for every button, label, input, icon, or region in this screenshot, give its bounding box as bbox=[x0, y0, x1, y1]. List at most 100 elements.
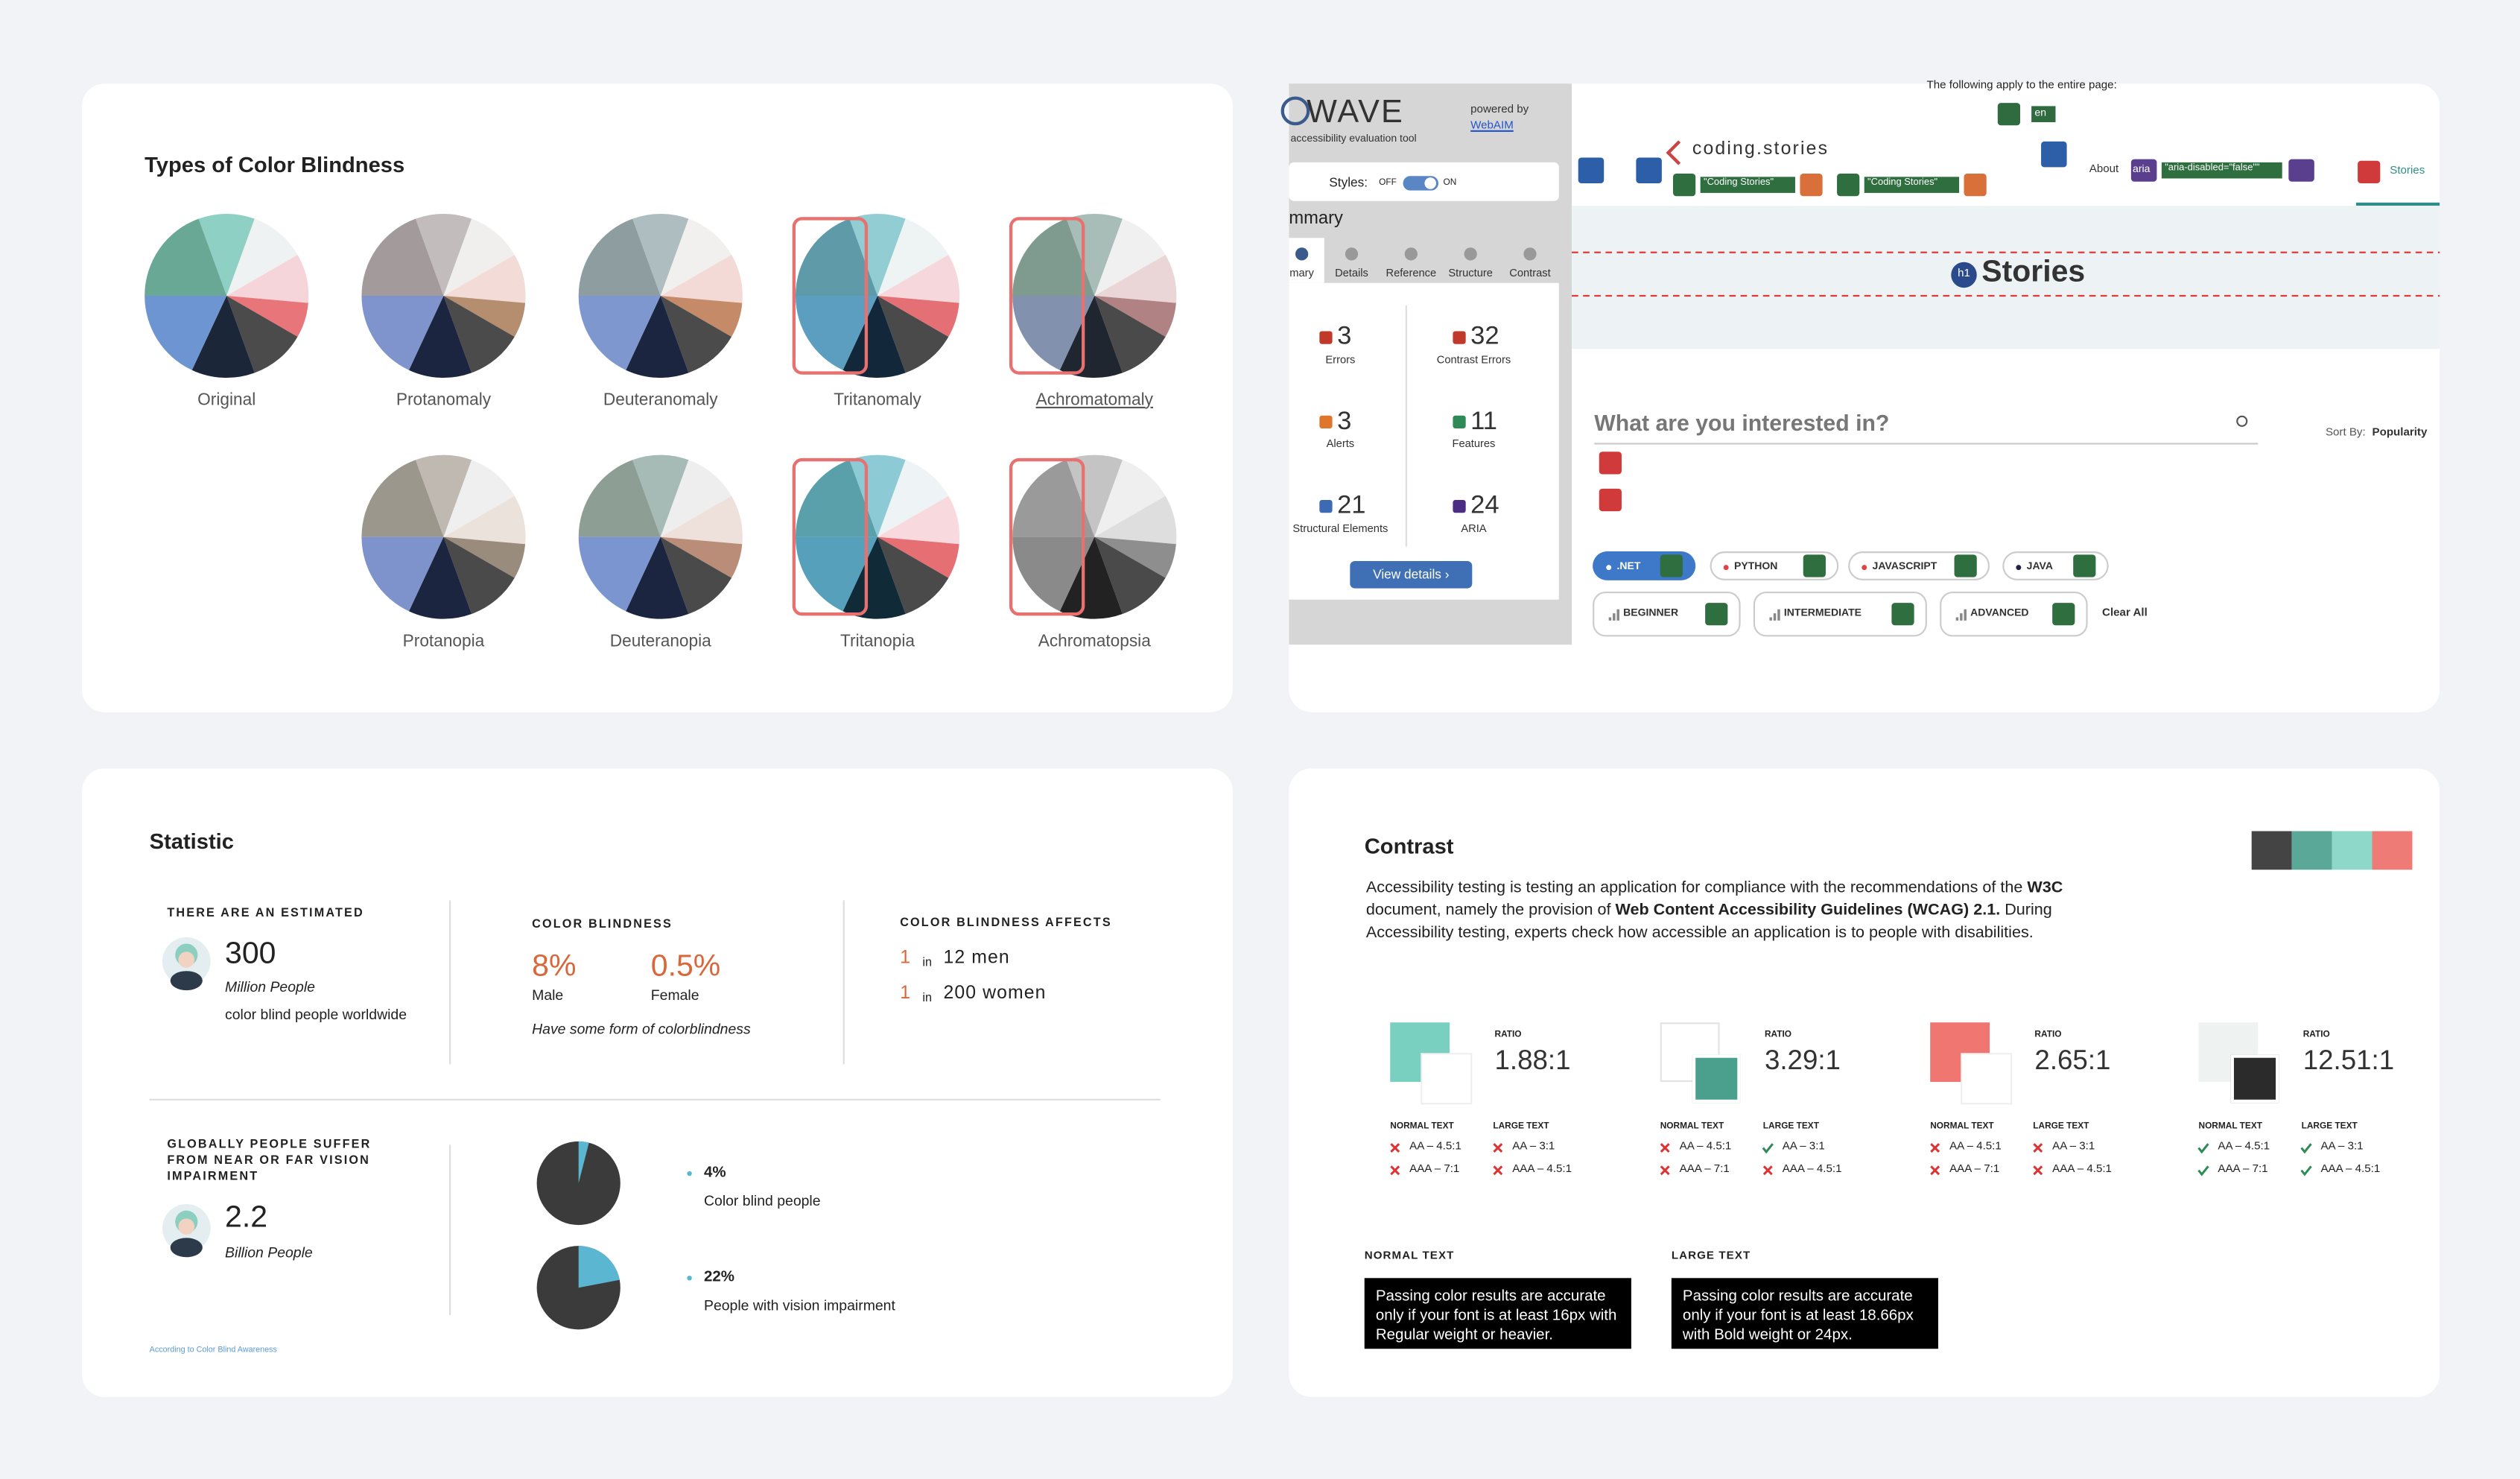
tab-label[interactable]: mary bbox=[1289, 268, 1314, 280]
pie-slice bbox=[877, 536, 949, 615]
aria-tag bbox=[2161, 162, 2282, 179]
language-label[interactable]: .NET bbox=[1616, 561, 1641, 573]
level-label[interactable]: INTERMEDIATE bbox=[1783, 607, 1862, 619]
pie-slice bbox=[443, 495, 526, 545]
pass-icon bbox=[2300, 1165, 2312, 1176]
language-label[interactable]: JAVA bbox=[2026, 561, 2053, 573]
tab-label[interactable]: Details bbox=[1335, 268, 1368, 280]
big-number: 0.5% bbox=[650, 949, 721, 984]
pie-slice bbox=[415, 213, 472, 297]
pie-slice bbox=[1094, 460, 1166, 537]
pie-slice bbox=[578, 536, 661, 612]
search-placeholder[interactable]: What are you interested in? bbox=[1594, 409, 1890, 435]
check-text: AA – 4.5:1 bbox=[2218, 1141, 2270, 1153]
avatar-face bbox=[178, 1218, 195, 1235]
pass-icon bbox=[2300, 1143, 2312, 1154]
nav-link[interactable]: About bbox=[2089, 163, 2119, 175]
stat-label: ARIA bbox=[1461, 524, 1487, 536]
level-icon bbox=[1769, 617, 1772, 621]
language-label[interactable]: JAVASCRIPT bbox=[1872, 561, 1937, 573]
nav-link-active[interactable]: Stories bbox=[2390, 165, 2425, 177]
aria-icon bbox=[2130, 159, 2157, 182]
pie-slice bbox=[877, 296, 959, 338]
level-icon bbox=[1960, 613, 1963, 621]
stat-icon bbox=[1453, 500, 1466, 513]
ratio-label: RATIO bbox=[2034, 1030, 2062, 1040]
level-label[interactable]: ADVANCED bbox=[1970, 607, 2029, 619]
error-icon bbox=[1599, 488, 1622, 512]
level-heading: NORMAL TEXT bbox=[2198, 1121, 2262, 1132]
view-details-button[interactable] bbox=[1350, 561, 1473, 589]
tag-icon bbox=[1705, 603, 1728, 626]
error-icon bbox=[2358, 160, 2381, 183]
pie-slice bbox=[145, 218, 227, 297]
wave-link[interactable]: WebAIM bbox=[1470, 120, 1514, 132]
wave-logo bbox=[1280, 96, 1310, 126]
tab-label[interactable]: Contrast bbox=[1509, 268, 1551, 280]
pie-wedge bbox=[578, 1141, 589, 1184]
text: Accessibility testing is testing an appl… bbox=[1365, 879, 2028, 897]
ratio-label: RATIO bbox=[2302, 1030, 2330, 1040]
share-label: 22% bbox=[703, 1268, 735, 1287]
pie-slice bbox=[1066, 455, 1123, 537]
text: During Accessibility testing, experts ch… bbox=[1365, 902, 2052, 943]
note-label: NORMAL TEXT bbox=[1364, 1250, 1455, 1262]
sort-value[interactable]: Popularity bbox=[2372, 427, 2428, 439]
level-heading: LARGE TEXT bbox=[1762, 1121, 1819, 1132]
pass-icon bbox=[2197, 1165, 2209, 1176]
clear-all[interactable]: Clear All bbox=[2102, 607, 2148, 619]
pass-icon bbox=[1762, 1143, 1774, 1154]
swatch bbox=[2251, 831, 2292, 870]
check-text: AAA – 4.5:1 bbox=[2320, 1163, 2381, 1175]
wave-tagline: accessibility evaluation tool bbox=[1290, 133, 1417, 145]
pie-slice bbox=[361, 296, 444, 370]
aria-attr: "aria-disabled="false"" bbox=[2165, 164, 2260, 174]
note: Have some form of colorblindness bbox=[532, 1020, 751, 1036]
ratio-label: RATIO bbox=[1494, 1030, 1522, 1040]
pie-slice bbox=[578, 218, 661, 297]
tab-icon bbox=[1464, 247, 1477, 261]
pie-slice bbox=[842, 536, 906, 619]
caption: COLOR BLINDNESS AFFECTS bbox=[900, 913, 1112, 929]
statistic-card bbox=[82, 768, 1233, 1397]
alt-text: "Coding Stories" bbox=[1867, 179, 1938, 189]
pill-dot bbox=[1606, 565, 1612, 571]
note-box bbox=[1364, 1278, 1631, 1349]
stat-icon bbox=[1319, 415, 1333, 429]
share-text: People with vision impairment bbox=[703, 1296, 895, 1313]
aria-text: aria bbox=[2133, 164, 2151, 176]
note: color blind people worldwide bbox=[225, 1005, 407, 1022]
pie-slice bbox=[660, 218, 732, 297]
language-label[interactable]: PYTHON bbox=[1733, 561, 1778, 573]
ratio-in: in bbox=[922, 989, 933, 1004]
source: According to Color Blind Awareness bbox=[149, 1345, 277, 1355]
tab-label[interactable]: Reference bbox=[1386, 268, 1437, 280]
pie-slice bbox=[578, 460, 661, 537]
pill-dot bbox=[1723, 565, 1729, 571]
legend-dot bbox=[687, 1276, 692, 1281]
pie-slice bbox=[408, 536, 472, 619]
pie-slice bbox=[877, 254, 960, 303]
pie-slice bbox=[443, 296, 526, 338]
check-text: AAA – 7:1 bbox=[1679, 1163, 1730, 1175]
ratio-value: 1.88:1 bbox=[1494, 1045, 1571, 1076]
nav-underline bbox=[2355, 202, 2440, 206]
paragraph: Accessibility testing is testing an appl… bbox=[1366, 878, 2134, 946]
pie-slice bbox=[877, 536, 959, 578]
ratio-value: 3.29:1 bbox=[1764, 1045, 1841, 1076]
pie-slice bbox=[849, 455, 906, 537]
pie-slice bbox=[1094, 218, 1166, 297]
highlight-outline bbox=[1009, 217, 1085, 375]
ratio-rest: 200 women bbox=[943, 984, 1047, 1004]
view-details-label[interactable]: View details › bbox=[1373, 566, 1450, 582]
contrast-front bbox=[1692, 1054, 1741, 1103]
tab-label[interactable]: Structure bbox=[1448, 268, 1493, 280]
fail-icon bbox=[1930, 1165, 1940, 1176]
page-note: The following apply to the entire page: bbox=[1926, 80, 2117, 92]
avatar-body bbox=[170, 1238, 203, 1258]
level-heading: LARGE TEXT bbox=[2033, 1121, 2089, 1132]
pie-slice bbox=[795, 536, 878, 612]
lang-tag bbox=[2031, 106, 2056, 122]
level-label[interactable]: BEGINNER bbox=[1623, 607, 1679, 619]
